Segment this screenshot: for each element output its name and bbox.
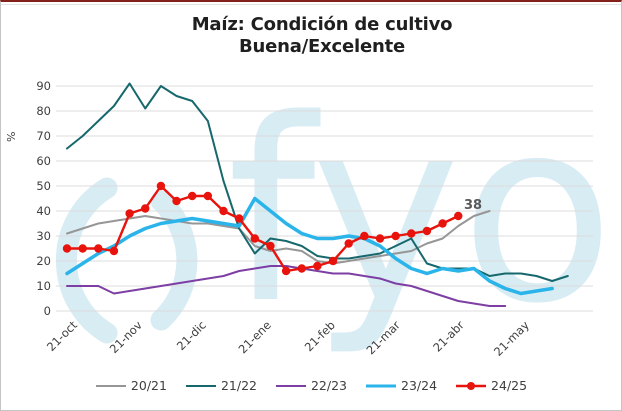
- series-marker-24/25: [266, 241, 275, 251]
- series-marker-24/25: [422, 226, 432, 236]
- legend-label-22/23: 22/23: [310, 378, 348, 393]
- legend-label-24/25: 24/25: [491, 378, 528, 393]
- legend-item-21/22: 21/22: [185, 378, 257, 393]
- chart-title-line2: Buena/Excelente: [238, 35, 406, 57]
- series-marker-24/25: [360, 231, 369, 241]
- series-marker-24/25: [297, 264, 306, 273]
- series-marker-24/25: [78, 244, 87, 253]
- legend-label-20/21: 20/21: [130, 378, 167, 393]
- series-marker-24/25: [344, 239, 353, 248]
- chart-title-line1: Maíz: Condición de cultivo: [191, 14, 453, 35]
- y-tick-label: 0: [43, 304, 51, 318]
- series-line-23/24: [65, 196, 554, 296]
- series-marker-24/25: [328, 256, 338, 266]
- series-marker-24/25: [109, 246, 119, 256]
- legend-item-24/25: 24/25: [455, 378, 527, 393]
- y-tick-label: 50: [36, 179, 51, 193]
- series-line-22/23: [66, 265, 507, 307]
- legend-item-22/23: 22/23: [275, 378, 347, 393]
- series-line-24/25: [65, 184, 460, 273]
- series-line-20/21: [66, 210, 491, 265]
- series-end-value-label: 38: [464, 198, 483, 213]
- y-tick-label: 70: [36, 129, 51, 143]
- series-marker-24/25: [172, 196, 181, 206]
- series-marker-24/25: [219, 206, 228, 216]
- series-marker-24/25: [234, 214, 244, 223]
- series-marker-24/25: [141, 204, 150, 213]
- y-tick-label: 80: [36, 104, 51, 118]
- series-marker-24/25: [375, 234, 385, 243]
- series-marker-24/25: [313, 261, 322, 271]
- series-line-21/22: [66, 82, 569, 282]
- series-marker-24/25: [454, 211, 463, 221]
- series-marker-24/25: [281, 266, 291, 276]
- chart-title: Maíz: Condición de cultivo Buena/Excelen…: [31, 14, 613, 58]
- y-axis-title: %: [5, 131, 18, 142]
- legend-label-23/24: 23/24: [401, 378, 438, 393]
- series-marker-24/25: [125, 209, 134, 218]
- y-tick-label: 30: [36, 229, 51, 243]
- legend-item-23/24: 23/24: [365, 378, 437, 393]
- series-marker-24/25: [188, 191, 197, 201]
- legend-swatch-23/24: [366, 384, 397, 387]
- series-marker-24/25: [438, 219, 447, 228]
- y-tick-label: 10: [36, 279, 51, 293]
- series-marker-24/25: [250, 234, 259, 243]
- series-marker-24/25: [156, 181, 166, 191]
- series-marker-24/25: [94, 244, 103, 253]
- series-marker-24/25: [62, 244, 72, 253]
- legend: 20/21 21/22 22/23 23/24 24/25: [1, 378, 621, 393]
- y-tick-label: 20: [36, 254, 51, 268]
- top-hairline: [1, 4, 621, 5]
- legend-item-20/21: 20/21: [95, 378, 167, 393]
- legend-swatch-21/22: [185, 384, 216, 387]
- series-marker-24/25: [391, 231, 400, 241]
- series-marker-24/25: [407, 229, 416, 238]
- legend-swatch-22/23: [275, 384, 306, 387]
- y-tick-label: 40: [36, 204, 51, 218]
- series-marker-24/25: [203, 191, 213, 201]
- y-tick-label: 90: [36, 79, 51, 93]
- y-tick-label: 60: [36, 154, 51, 168]
- legend-label-21/22: 21/22: [220, 378, 257, 393]
- legend-swatch-20/21: [95, 384, 126, 387]
- legend-swatch-24/25: [456, 381, 487, 390]
